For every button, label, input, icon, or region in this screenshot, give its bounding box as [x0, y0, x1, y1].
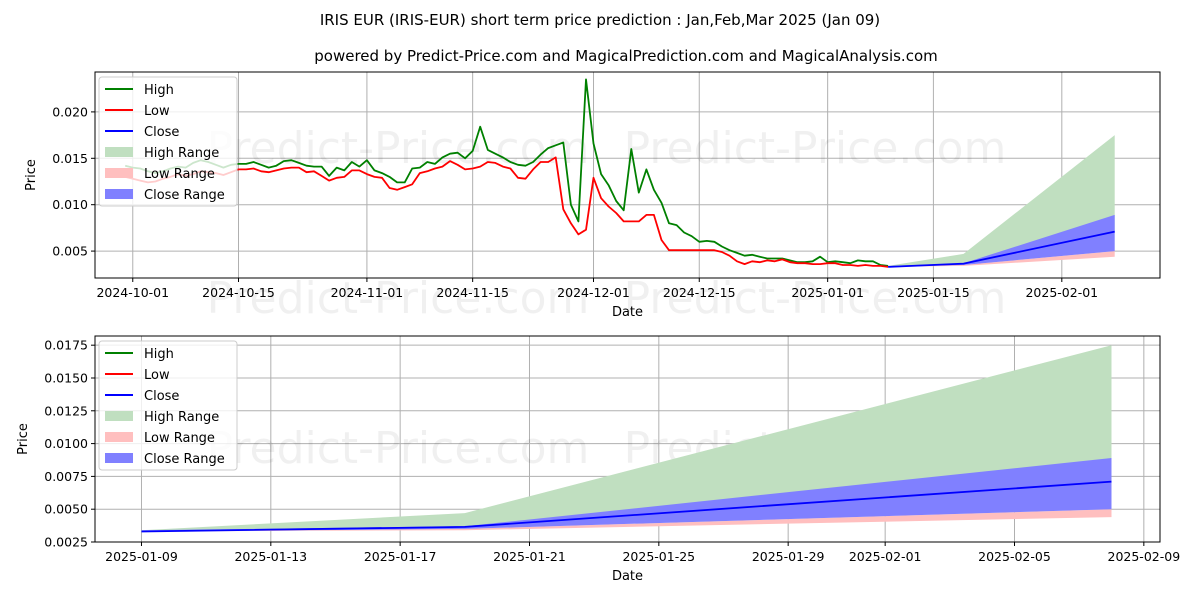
close-range-band: [888, 214, 1115, 267]
x-tick-label: 2024-10-01: [96, 285, 169, 300]
close-series-line: [888, 230, 1115, 268]
x-axis-label: Date: [612, 569, 643, 584]
low-series-line: [124, 156, 889, 268]
x-tick-label: 2024-12-15: [663, 285, 736, 300]
axes-frame: [94, 335, 1161, 543]
legend-label: Low Range: [144, 167, 215, 182]
axes-frame: [94, 71, 1161, 279]
axes-forecast: 2025-01-09 2025-01-13 2025-01-17 2025-01-21…: [16, 335, 1181, 584]
y-tick-label: 0.0050: [44, 502, 88, 517]
y-tick-label: 0.0175: [44, 338, 88, 353]
watermark: Predict-Price.com: [207, 423, 590, 474]
watermark: Predict-Price.com: [207, 273, 590, 324]
y-tick-label: 0.0075: [44, 469, 88, 484]
x-tick-label: 2024-10-15: [202, 285, 275, 300]
legend-label: Close: [144, 125, 179, 140]
legend-swatch-close_range: [105, 453, 133, 463]
legend-label: High: [144, 347, 174, 362]
low-range-band: [888, 251, 1115, 267]
x-tick-label: 2025-01-21: [493, 549, 566, 564]
legend-label: Close Range: [144, 452, 225, 467]
x-tick-label: 2024-12-01: [557, 285, 630, 300]
legend-label: High: [144, 83, 174, 98]
y-tick-label: 0.0125: [44, 403, 88, 418]
legend-swatch-close_range: [105, 189, 133, 199]
low-range-band: [141, 509, 1112, 532]
x-axis-label: Date: [612, 305, 643, 320]
x-tick-label: 2025-02-01: [849, 549, 922, 564]
x-tick-label: 2024-11-15: [436, 285, 509, 300]
legend: High Low Close High Range Low Range Close Ran…: [98, 76, 238, 207]
legend-label: High Range: [144, 410, 219, 425]
legend-label: Low: [144, 368, 170, 383]
axes-history: 2024-10-01 2024-10-15 2024-11-01 2024-11-15…: [24, 71, 1161, 324]
x-tick-label: 2024-11-01: [331, 285, 404, 300]
legend-swatch-high_range: [105, 147, 133, 157]
y-tick-label: 0.0150: [44, 370, 88, 385]
watermark: Predict-Price.com: [624, 273, 1007, 324]
legend-label: Close: [144, 389, 179, 404]
x-tick-label: 2025-02-05: [978, 549, 1051, 564]
x-tick-label: 2025-02-09: [1108, 549, 1181, 564]
chart-title: IRIS EUR (IRIS-EUR) short term price pre…: [320, 11, 880, 29]
y-tick-label: 0.0100: [44, 436, 88, 451]
legend-label: Low Range: [144, 431, 215, 446]
y-tick-label: 0.015: [52, 151, 88, 166]
x-tick-label: 2025-01-13: [234, 549, 307, 564]
legend-frame: [98, 76, 238, 207]
legend-frame: [98, 340, 238, 471]
close-range-band: [141, 458, 1112, 532]
legend-label: Close Range: [144, 188, 225, 203]
close-series-line: [141, 480, 1112, 533]
legend-label: High Range: [144, 146, 219, 161]
legend-swatch-high_range: [105, 411, 133, 421]
plot-area: [124, 78, 1115, 268]
watermark: Predict-Price.com: [624, 123, 1007, 174]
x-tick-label: 2025-01-29: [752, 549, 825, 564]
x-tick-label: 2025-01-25: [622, 549, 695, 564]
legend: High Low Close High Range Low Range Close Ran…: [98, 340, 238, 471]
y-tick-label: 0.005: [52, 244, 88, 259]
x-tick-label: 2025-01-09: [105, 549, 178, 564]
y-tick-label: 0.010: [52, 197, 88, 212]
plot-area: [141, 345, 1112, 533]
chart-subtitle: powered by Predict-Price.com and Magical…: [314, 47, 938, 65]
x-tick-label: 2025-01-17: [364, 549, 437, 564]
y-tick-label: 0.020: [52, 104, 88, 119]
legend-label: Low: [144, 104, 170, 119]
legend-swatch-low_range: [105, 432, 133, 442]
y-tick-label: 0.0025: [44, 535, 88, 550]
y-axis-label: Price: [24, 159, 39, 191]
y-axis-label: Price: [16, 423, 31, 455]
x-tick-label: 2025-01-15: [897, 285, 970, 300]
x-tick-label: 2025-01-01: [791, 285, 864, 300]
legend-swatch-low_range: [105, 168, 133, 178]
x-tick-label: 2025-02-01: [1025, 285, 1098, 300]
high-series-line: [124, 78, 889, 267]
